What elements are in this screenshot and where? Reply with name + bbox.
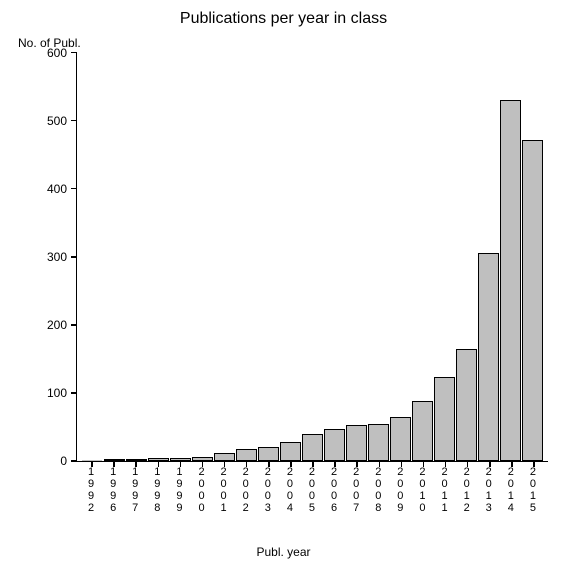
bar-series [77, 52, 548, 461]
x-tick-label: 2009 [389, 466, 411, 514]
bar [478, 253, 499, 461]
bar-slot [235, 52, 257, 461]
y-tick-label: 600 [47, 46, 67, 60]
bar-slot [478, 52, 500, 461]
bar [434, 377, 455, 461]
x-tick-label: 2010 [411, 466, 433, 514]
bar [280, 442, 301, 461]
bar-slot [500, 52, 522, 461]
bar-slot [456, 52, 478, 461]
x-tick-label: 2007 [345, 466, 367, 514]
y-tick-label: 400 [47, 182, 67, 196]
y-tick-label: 500 [47, 114, 67, 128]
bar-slot [125, 52, 147, 461]
bar-slot [346, 52, 368, 461]
bar [412, 401, 433, 461]
bar [522, 140, 543, 461]
bar-slot [257, 52, 279, 461]
y-tick-label: 0 [60, 454, 67, 468]
bar-slot [147, 52, 169, 461]
bar-slot [324, 52, 346, 461]
x-tick-label: 1996 [102, 466, 124, 514]
y-tick-label: 200 [47, 318, 67, 332]
x-tick-label: 1992 [80, 466, 102, 514]
bar [302, 434, 323, 461]
bar [390, 417, 411, 461]
x-tick-label: 2008 [367, 466, 389, 514]
bar-slot [169, 52, 191, 461]
bar-slot [81, 52, 103, 461]
bar-slot [390, 52, 412, 461]
x-axis-labels: 1992199619971998199920002001200220032004… [76, 466, 548, 514]
x-tick-label: 2000 [190, 466, 212, 514]
x-tick-label: 2014 [500, 466, 522, 514]
bar [456, 349, 477, 461]
bar [324, 429, 345, 461]
x-tick-label: 2012 [456, 466, 478, 514]
bar-slot [434, 52, 456, 461]
x-tick-label: 2015 [522, 466, 544, 514]
x-tick-label: 1997 [124, 466, 146, 514]
x-tick-label: 2013 [478, 466, 500, 514]
x-tick-label: 1998 [146, 466, 168, 514]
bar-slot [279, 52, 301, 461]
x-axis-title: Publ. year [0, 545, 567, 559]
bar-slot [368, 52, 390, 461]
y-tick-label: 300 [47, 250, 67, 264]
x-tick-label: 2001 [213, 466, 235, 514]
x-tick-label: 2002 [235, 466, 257, 514]
bar [258, 447, 279, 461]
bar-slot [191, 52, 213, 461]
bar-slot [522, 52, 544, 461]
bar-slot [213, 52, 235, 461]
chart-title: Publications per year in class [0, 10, 567, 28]
x-tick-label: 2003 [257, 466, 279, 514]
y-tick-label: 100 [47, 386, 67, 400]
chart-container: Publications per year in class No. of Pu… [0, 0, 567, 567]
x-tick-label: 2005 [301, 466, 323, 514]
bar [500, 100, 521, 461]
bar [214, 453, 235, 461]
plot-area: 0100200300400500600 [76, 52, 548, 462]
bar-slot [412, 52, 434, 461]
x-tick-label: 1999 [168, 466, 190, 514]
x-tick-label: 2004 [279, 466, 301, 514]
bar [236, 449, 257, 461]
bar-slot [103, 52, 125, 461]
x-tick-label: 2006 [323, 466, 345, 514]
bar-slot [301, 52, 323, 461]
bar [346, 425, 367, 461]
x-tick-label: 2011 [434, 466, 456, 514]
bar [368, 424, 389, 461]
